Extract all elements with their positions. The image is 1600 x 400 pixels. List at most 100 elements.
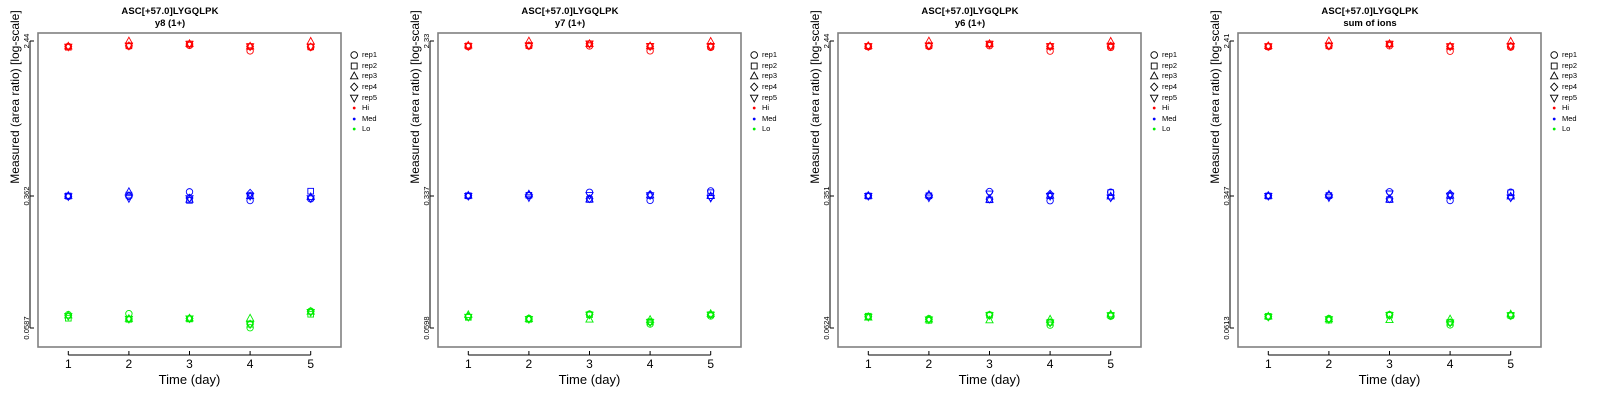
- legend-item-rep5[interactable]: rep5: [349, 92, 401, 103]
- panel-subtitle: y8 (1+): [154, 18, 186, 29]
- data-points: [863, 36, 1116, 329]
- svg-text:4: 4: [1047, 357, 1054, 371]
- legend-item-rep4[interactable]: rep4: [749, 82, 801, 93]
- x-axis-tick-labels: 1 2 3 4 5: [865, 357, 1114, 371]
- svg-text:5: 5: [1107, 357, 1114, 371]
- svg-text:3: 3: [186, 357, 193, 371]
- legend-item-rep2[interactable]: rep2: [749, 61, 801, 72]
- legend-item-rep3[interactable]: rep3: [1149, 71, 1201, 82]
- plot-area: 2.33 0.337 0.0598 1 2 3 4 5: [422, 32, 742, 371]
- svg-text:0.347: 0.347: [1222, 186, 1231, 205]
- legend-item-rep2[interactable]: rep2: [1549, 61, 1600, 72]
- legend-item-hi[interactable]: Hi: [1149, 103, 1201, 114]
- x-axis-tick-labels: 1 2 3 4 5: [465, 357, 714, 371]
- legend-item-rep4[interactable]: rep4: [1149, 82, 1201, 93]
- legend-label: Med: [362, 113, 377, 123]
- legend-item-lo[interactable]: Lo: [349, 124, 401, 135]
- legend-label: rep1: [1562, 50, 1578, 60]
- legend-item-rep3[interactable]: rep3: [749, 71, 801, 82]
- svg-text:2: 2: [1326, 357, 1333, 371]
- panel-1: ASC[+57.0]LYGQLPK y8 (1+) Measured (area…: [0, 0, 400, 400]
- legend-item-hi[interactable]: Hi: [1549, 103, 1600, 114]
- panel-title: ASC[+57.0]LYGQLPK: [921, 6, 1019, 17]
- svg-text:2: 2: [526, 357, 533, 371]
- legend-item-rep1[interactable]: rep1: [1549, 50, 1600, 61]
- legend-item-rep5[interactable]: rep5: [1149, 92, 1201, 103]
- svg-text:1: 1: [65, 357, 72, 371]
- plot-frame: [429, 32, 742, 356]
- legend-label: Med: [1162, 113, 1177, 123]
- svg-text:0.351: 0.351: [822, 186, 831, 205]
- legend-item-rep1[interactable]: rep1: [1149, 50, 1201, 61]
- legend-label: Lo: [1562, 124, 1571, 134]
- legend-label: rep3: [762, 71, 778, 81]
- legend-symbol-rep1: [750, 51, 758, 60]
- legend-label: Lo: [1162, 124, 1171, 134]
- legend-symbol-rep5: [349, 94, 359, 103]
- legend-symbol-lo: [1152, 128, 1156, 131]
- plot-frame: [829, 32, 1142, 356]
- svg-text:2.44: 2.44: [822, 34, 831, 49]
- svg-text:1: 1: [465, 357, 472, 371]
- legend-symbol-rep1: [350, 51, 358, 60]
- legend-symbol-rep2: [1550, 62, 1558, 70]
- legend-item-med[interactable]: Med: [749, 114, 801, 125]
- legend-symbol-rep3: [1149, 71, 1159, 80]
- legend-symbol-lo: [352, 128, 356, 131]
- legend-symbol-rep3: [349, 71, 359, 80]
- svg-text:0.362: 0.362: [22, 186, 31, 205]
- legend-item-rep3[interactable]: rep3: [1549, 71, 1600, 82]
- legend-item-hi[interactable]: Hi: [749, 103, 801, 114]
- panel-subtitle: y6 (1+): [954, 18, 986, 29]
- legend-item-rep4[interactable]: rep4: [349, 82, 401, 93]
- svg-text:5: 5: [1507, 357, 1514, 371]
- legend-item-rep2[interactable]: rep2: [1149, 61, 1201, 72]
- svg-text:1: 1: [1265, 357, 1272, 371]
- x-axis-label: Time (day): [1358, 372, 1421, 387]
- legend-label: Hi: [1562, 103, 1570, 113]
- panel-title: ASC[+57.0]LYGQLPK: [121, 6, 219, 17]
- legend-item-rep3[interactable]: rep3: [349, 71, 401, 82]
- legend-item-rep5[interactable]: rep5: [1549, 92, 1600, 103]
- legend-item-hi[interactable]: Hi: [349, 103, 401, 114]
- y-axis-tick-labels: 2.44 0.351 0.0624: [822, 34, 831, 340]
- svg-text:0.0587: 0.0587: [22, 316, 31, 339]
- legend-symbol-med: [1552, 117, 1556, 121]
- plot-frame: [1229, 32, 1542, 356]
- x-axis-ticks: [67, 351, 312, 355]
- svg-text:0.0613: 0.0613: [1222, 316, 1231, 339]
- legend-item-rep2[interactable]: rep2: [349, 61, 401, 72]
- legend-label: rep3: [1162, 71, 1178, 81]
- legend-label: rep2: [762, 60, 778, 70]
- legend-item-med[interactable]: Med: [1549, 114, 1600, 125]
- legend-symbol-rep4: [350, 82, 359, 92]
- legend-item-med[interactable]: Med: [349, 114, 401, 125]
- panel-subtitle: sum of ions: [1343, 18, 1397, 29]
- legend-item-lo[interactable]: Lo: [749, 124, 801, 135]
- legend-symbol-rep2: [350, 62, 358, 70]
- legend-item-rep1[interactable]: rep1: [349, 50, 401, 61]
- x-axis-ticks: [467, 351, 712, 355]
- legend-item-med[interactable]: Med: [1149, 114, 1201, 125]
- legend-item-rep1[interactable]: rep1: [749, 50, 801, 61]
- legend-label: rep2: [1162, 60, 1178, 70]
- legend-label: rep4: [362, 82, 378, 92]
- legend-label: rep2: [362, 60, 378, 70]
- legend-symbol-rep5: [749, 94, 759, 103]
- legend-symbol-hi: [352, 106, 356, 110]
- y-axis-ticks: [830, 40, 834, 329]
- legend-item-lo[interactable]: Lo: [1149, 124, 1201, 135]
- legend-label: Hi: [762, 103, 770, 113]
- legend-item-rep4[interactable]: rep4: [1549, 82, 1600, 93]
- panel-title: ASC[+57.0]LYGQLPK: [521, 6, 619, 17]
- legend-item-rep5[interactable]: rep5: [749, 92, 801, 103]
- legend-symbol-rep2: [1150, 62, 1158, 70]
- legend-label: rep1: [1162, 50, 1178, 60]
- legend-label: Lo: [762, 124, 771, 134]
- legend-label: Med: [1562, 113, 1577, 123]
- svg-text:5: 5: [707, 357, 714, 371]
- svg-text:2.33: 2.33: [422, 34, 431, 49]
- svg-text:3: 3: [586, 357, 593, 371]
- legend-item-lo[interactable]: Lo: [1549, 124, 1600, 135]
- svg-text:5: 5: [307, 357, 314, 371]
